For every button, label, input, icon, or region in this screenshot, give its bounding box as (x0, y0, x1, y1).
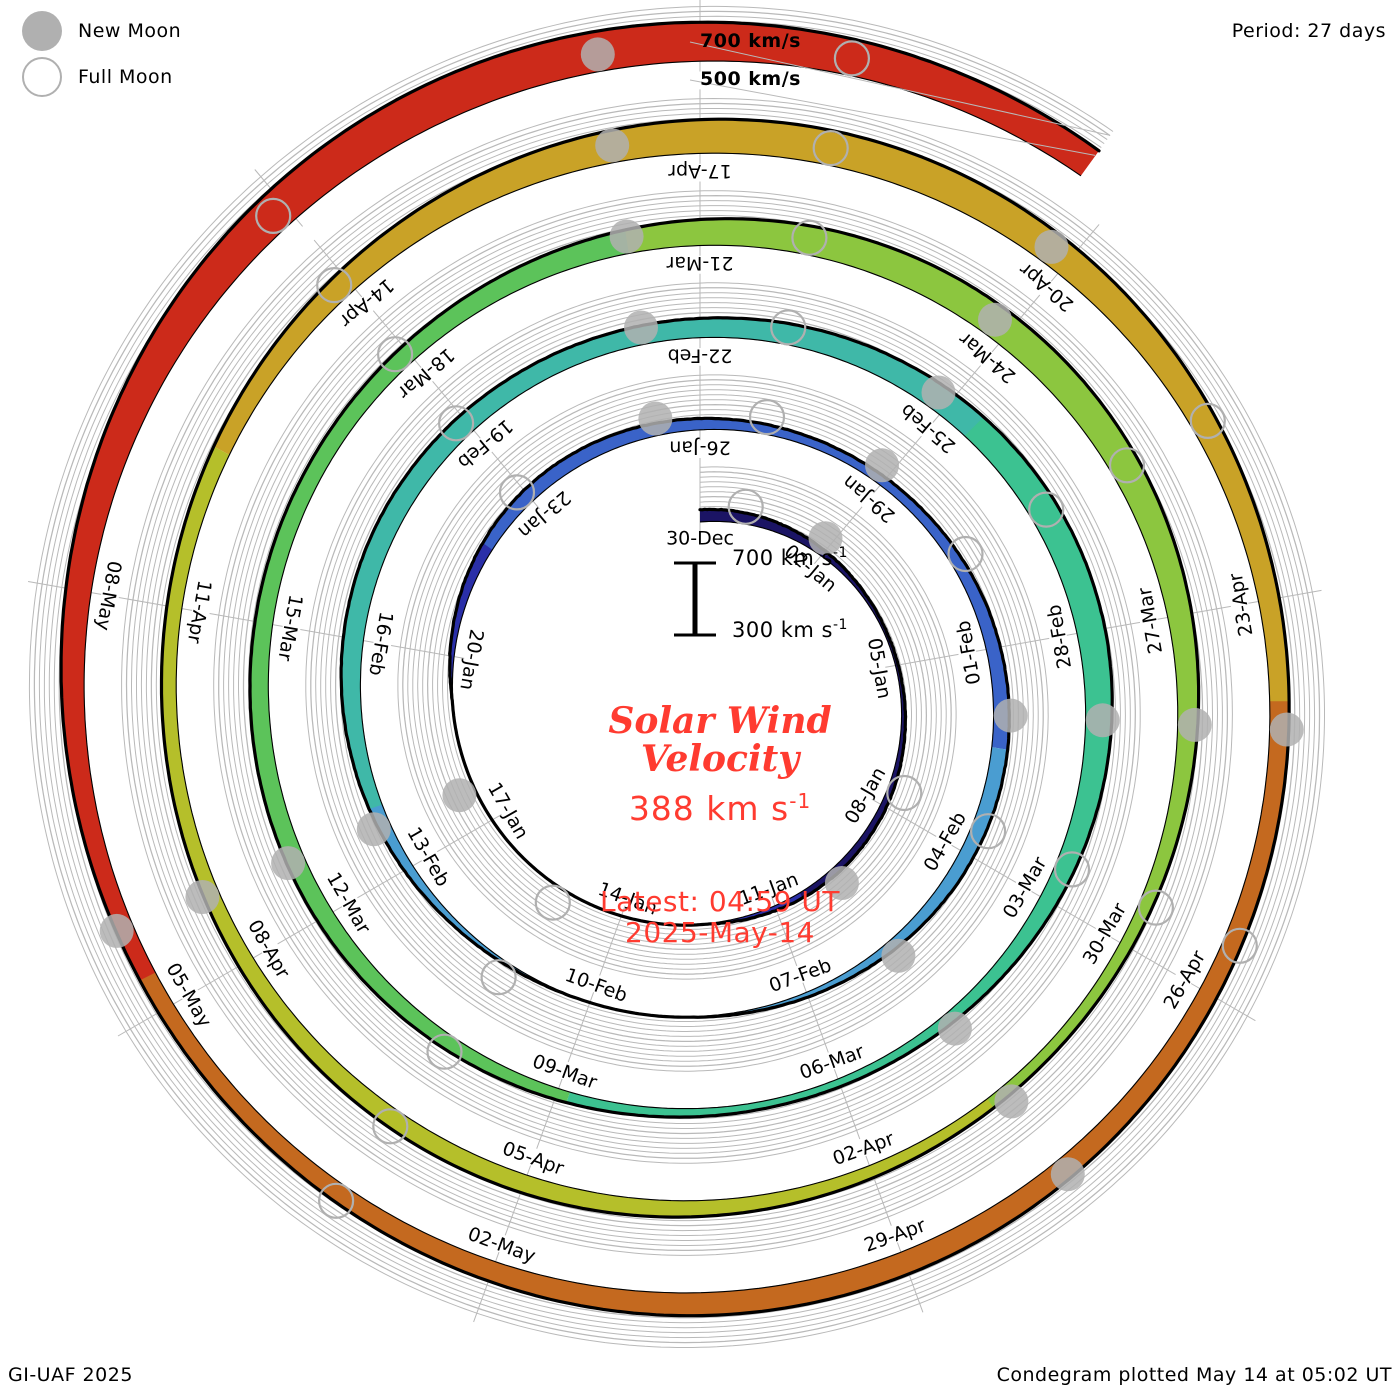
scale-bar-glyph (674, 561, 716, 637)
full-moon-marker (791, 219, 828, 256)
moon-legend: New Moon Full Moon (22, 8, 181, 100)
new-moon-marker (881, 938, 916, 973)
radial-label-leaders (689, 41, 1110, 156)
full-moon-marker (438, 405, 475, 442)
date-tick-label: 27-Mar (1134, 586, 1167, 656)
date-tick-label: 26-Jan (669, 437, 730, 459)
full-moon-marker (1221, 927, 1258, 964)
full-moon-marker (1108, 447, 1146, 484)
full-moon-marker (727, 488, 764, 525)
full-moon-marker (886, 774, 923, 812)
full-moon-marker (534, 884, 571, 921)
new-moon-marker (921, 375, 956, 410)
footer-credit: GI-UAF 2025 (8, 1364, 133, 1386)
latest-observation: Latest: 04:59 UT 2025-May-14 (560, 884, 880, 949)
moon-markers (99, 37, 1304, 1219)
full-moon-marker (316, 267, 353, 304)
full-moon-icon (22, 57, 62, 97)
date-tick-label: 10-Feb (562, 964, 630, 1007)
new-moon-marker (937, 1011, 972, 1046)
new-moon-marker (994, 1084, 1029, 1119)
full-moon-marker (426, 1033, 463, 1070)
full-moon-marker (372, 1108, 409, 1145)
new-moon-marker (1177, 707, 1212, 742)
center-title-block: Solar Wind Velocity 388 km s-1 Latest: 0… (560, 700, 880, 949)
new-moon-icon (22, 11, 62, 51)
new-moon-marker (580, 37, 615, 72)
new-moon-marker (595, 128, 630, 163)
legend-label-full-moon: Full Moon (78, 66, 173, 88)
new-moon-marker (442, 778, 477, 813)
full-moon-marker (318, 1182, 355, 1219)
chart-title-line1: Solar Wind (608, 700, 832, 742)
full-moon-marker (969, 813, 1007, 850)
new-moon-marker (865, 448, 899, 483)
date-tick-label: 08-May (92, 559, 126, 632)
scale-bar-top-label: 700 km s-1 (732, 545, 848, 570)
date-tick-label: 17-Apr (668, 160, 732, 182)
new-moon-marker (638, 401, 673, 436)
full-moon-marker (377, 336, 414, 373)
new-moon-marker (824, 866, 859, 900)
full-moon-marker (1028, 491, 1065, 528)
full-moon-marker (498, 474, 536, 511)
latest-date: 2025-May-14 (625, 915, 815, 949)
full-moon-marker (770, 309, 807, 346)
radial-axis-label-500: 500 km/s (700, 68, 801, 90)
date-tick-label: 16-Feb (364, 610, 397, 678)
scale-bar-bottom-label: 300 km s-1 (732, 617, 848, 642)
new-moon-marker (993, 698, 1028, 733)
full-moon-marker (1053, 851, 1091, 888)
legend-item-full-moon: Full Moon (22, 54, 181, 100)
new-moon-marker (1269, 712, 1304, 747)
full-moon-marker (812, 130, 849, 167)
current-velocity-value: 388 km s-1 (628, 788, 812, 828)
period-label: Period: 27 days (1231, 20, 1386, 42)
footer-timestamp: Condegram plotted May 14 at 05:02 UT (996, 1364, 1392, 1386)
full-moon-marker (1137, 889, 1175, 926)
center-annotation: 700 km s-1 300 km s-1 Solar Wind Velocit… (560, 545, 880, 949)
full-moon-marker (480, 959, 517, 996)
date-tick-label: 28-Feb (1043, 603, 1076, 671)
full-moon-marker (255, 197, 292, 234)
legend-label-new-moon: New Moon (78, 20, 182, 42)
new-moon-marker (99, 913, 134, 948)
new-moon-marker (624, 310, 658, 345)
new-moon-marker (1085, 703, 1120, 738)
chart-title-line2: Velocity (640, 737, 800, 780)
new-moon-marker (978, 302, 1012, 337)
date-tick-label: 21-Mar (666, 252, 733, 274)
date-tick-label: 30-Dec (666, 528, 734, 550)
date-tick-label: 15-Mar (273, 593, 306, 663)
new-moon-marker (609, 219, 644, 254)
radial-axis-label-700: 700 km/s (700, 30, 801, 52)
date-tick-label: 20-Jan (455, 628, 487, 692)
latest-time: Latest: 04:59 UT (599, 884, 841, 918)
scale-bar: 700 km s-1 300 km s-1 (670, 545, 880, 655)
full-moon-marker (748, 399, 786, 436)
spiral-baseline (83, 60, 1271, 1294)
date-tick-label: 23-Apr (1225, 571, 1258, 638)
new-moon-marker (185, 880, 220, 914)
full-moon-marker (833, 40, 871, 77)
date-tick-label: 22-Feb (668, 344, 733, 366)
date-tick-label: 11-Apr (183, 579, 216, 646)
new-moon-marker (271, 846, 306, 881)
full-moon-marker (1189, 402, 1226, 439)
new-moon-marker (1034, 229, 1069, 264)
new-moon-marker (808, 521, 843, 556)
full-moon-marker (947, 535, 984, 573)
new-moon-marker (1050, 1157, 1085, 1192)
legend-item-new-moon: New Moon (22, 8, 181, 54)
velocity-band (61, 22, 1290, 1316)
new-moon-marker (356, 812, 391, 847)
velocity-trace (59, 20, 1291, 1318)
